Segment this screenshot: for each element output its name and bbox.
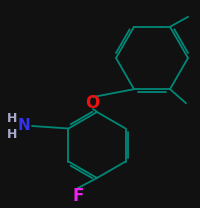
Text: H: H: [7, 128, 17, 140]
Text: F: F: [72, 187, 83, 205]
Text: N: N: [18, 119, 30, 134]
Text: O: O: [84, 94, 99, 112]
Text: H: H: [7, 111, 17, 125]
